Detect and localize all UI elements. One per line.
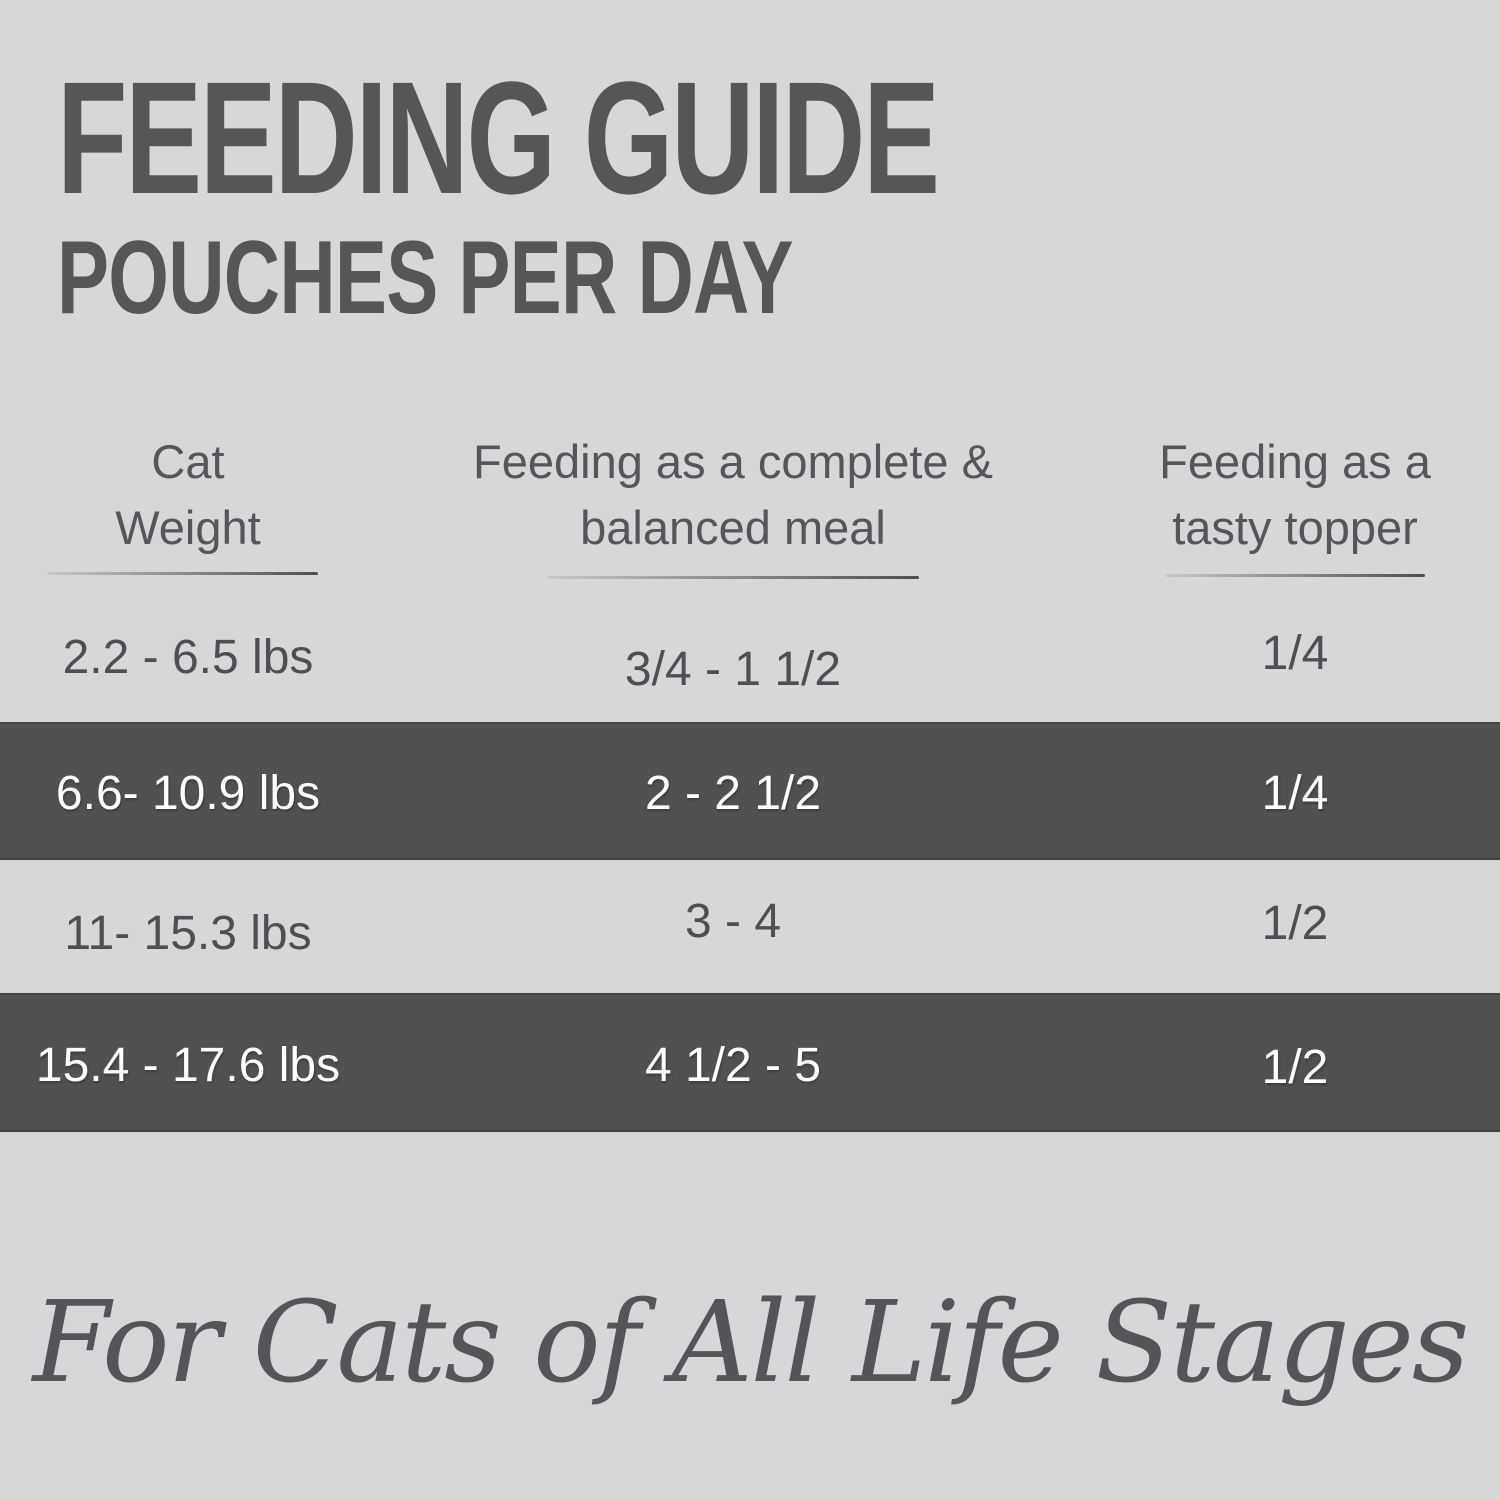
cell-meal: 3/4 - 1 1/2 — [624, 643, 842, 696]
cell-meal: 4 1/2 - 5 — [644, 1039, 822, 1092]
cell-weight: 6.6- 10.9 lbs — [55, 767, 321, 820]
cell-topper: 1/4 — [1261, 627, 1329, 680]
column-header-complete-meal: Feeding as a complete & balanced meal — [433, 429, 1033, 561]
cell-meal: 3 - 4 — [684, 895, 782, 948]
column-header-tasty-topper: Feeding as a tasty topper — [1095, 429, 1495, 561]
table-row: 11- 15.3 lbs 3 - 4 1/2 — [0, 860, 1500, 993]
cell-topper: 1/4 — [1261, 767, 1329, 820]
column-header-line: Feeding as a — [1159, 435, 1431, 488]
tagline-script-text: For Cats of All Life Stages — [32, 1278, 1470, 1408]
cell-weight: 2.2 - 6.5 lbs — [62, 631, 314, 684]
column-header-line: Weight — [115, 501, 261, 554]
column-header-line: Cat — [151, 435, 225, 488]
column-underline — [547, 576, 919, 579]
page-title: FEEDING GUIDE — [57, 48, 940, 227]
table-row-highlighted: 15.4 - 17.6 lbs 4 1/2 - 5 1/2 — [0, 993, 1500, 1132]
column-header-line: Feeding as a complete & — [473, 435, 993, 488]
cell-weight: 15.4 - 17.6 lbs — [35, 1039, 341, 1092]
table-row-highlighted: 6.6- 10.9 lbs 2 - 2 1/2 1/4 — [0, 722, 1500, 860]
cell-meal: 2 - 2 1/2 — [644, 767, 822, 820]
column-header-cat-weight: Cat Weight — [28, 429, 348, 561]
column-underline — [1165, 574, 1425, 577]
column-header-line: balanced meal — [580, 501, 886, 554]
cell-topper: 1/2 — [1261, 897, 1329, 950]
column-underline — [47, 572, 318, 575]
page-subtitle: POUCHES PER DAY — [57, 220, 793, 336]
cell-topper: 1/2 — [1261, 1041, 1329, 1094]
column-header-line: tasty topper — [1172, 501, 1418, 554]
table-row: 2.2 - 6.5 lbs 3/4 - 1 1/2 1/4 — [0, 600, 1500, 722]
cell-weight: 11- 15.3 lbs — [64, 907, 312, 960]
